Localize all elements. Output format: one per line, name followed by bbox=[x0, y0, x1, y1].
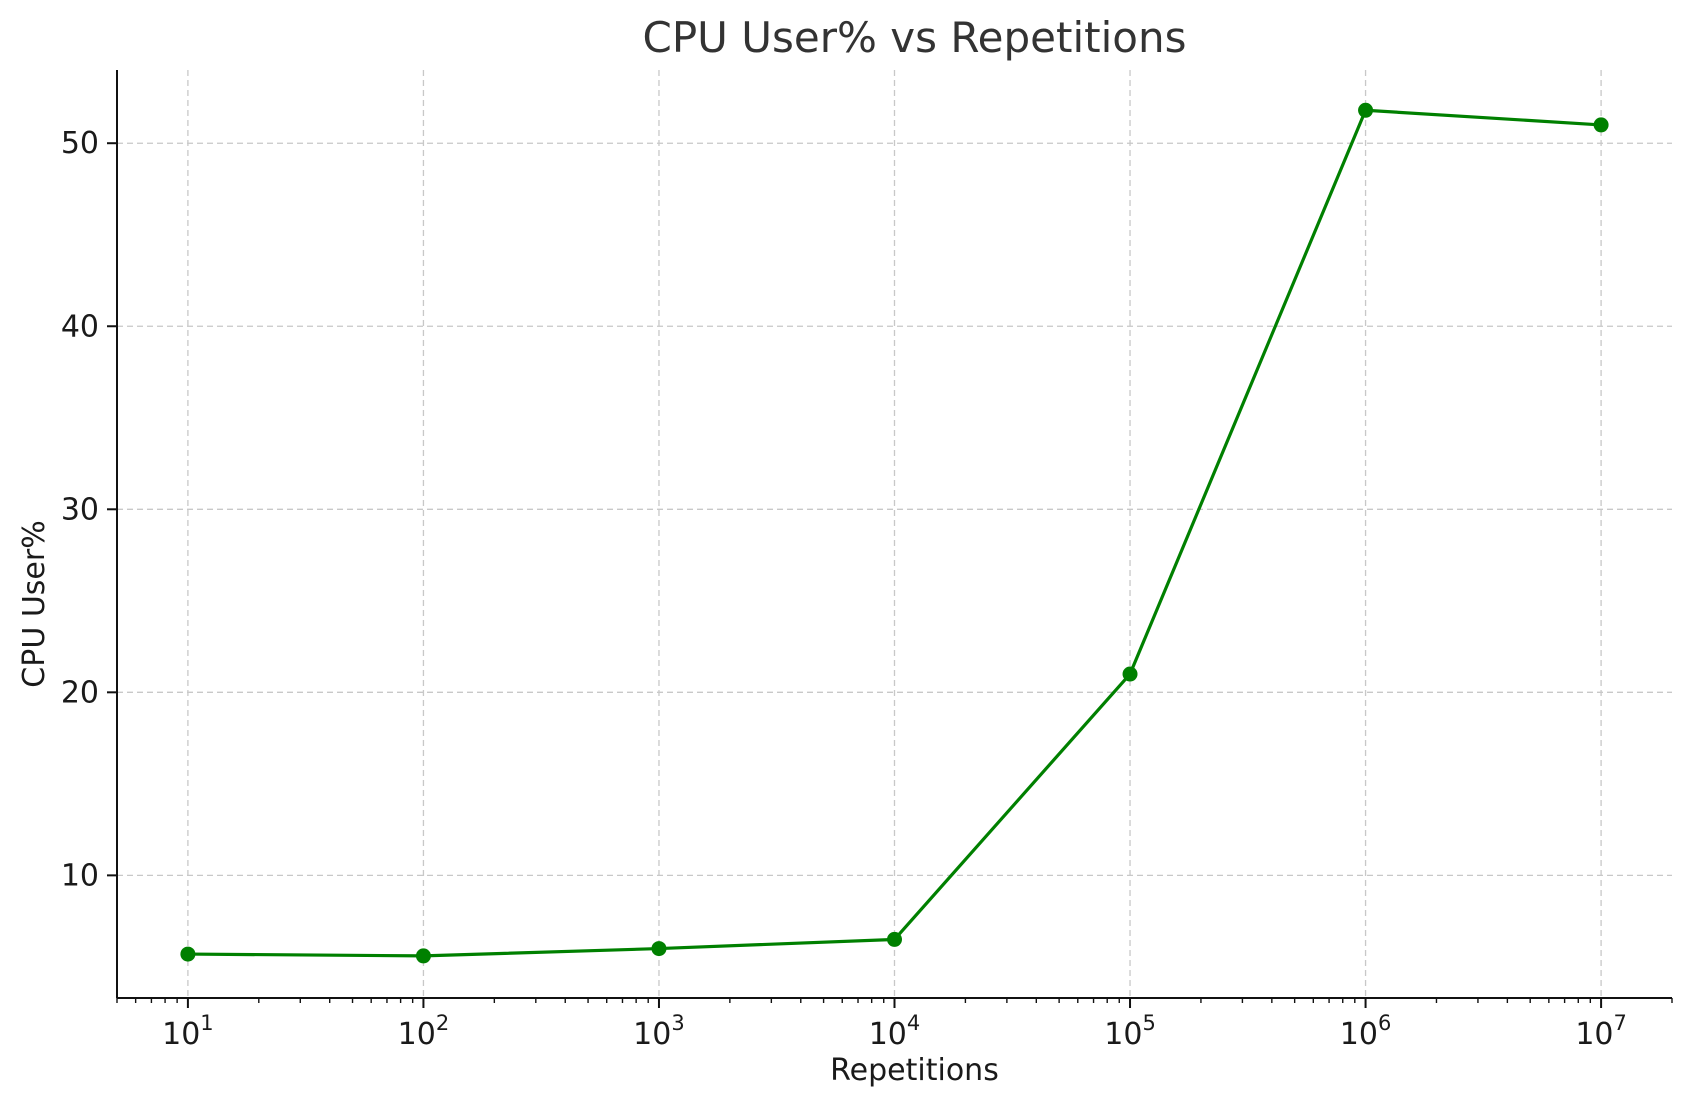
y-tick-label: 50 bbox=[61, 126, 99, 161]
chart-title: CPU User% vs Repetitions bbox=[643, 13, 1187, 62]
y-tick-label: 40 bbox=[61, 309, 99, 344]
x-tick-label-exponent: 1 bbox=[200, 1011, 213, 1035]
x-tick-label: 104 bbox=[869, 1011, 921, 1052]
x-axis-label: Repetitions bbox=[830, 1053, 999, 1088]
y-axis-label: CPU User% bbox=[17, 520, 52, 687]
x-tick-label-base: 10 bbox=[1575, 1017, 1613, 1052]
x-tick-label-exponent: 5 bbox=[1142, 1011, 1155, 1035]
data-point bbox=[1122, 666, 1138, 682]
x-tick-label-exponent: 2 bbox=[436, 1011, 449, 1035]
data-point bbox=[415, 948, 431, 964]
data-point bbox=[180, 946, 196, 962]
x-tick-label-base: 10 bbox=[1340, 1017, 1378, 1052]
x-tick-label-exponent: 7 bbox=[1614, 1011, 1627, 1035]
x-tick-label: 102 bbox=[398, 1011, 450, 1052]
data-point bbox=[887, 931, 902, 947]
x-tick-label: 107 bbox=[1575, 1011, 1627, 1052]
x-tick-label: 101 bbox=[162, 1011, 214, 1052]
y-tick-label: 20 bbox=[61, 675, 99, 710]
x-tick-label-base: 10 bbox=[162, 1017, 200, 1052]
grid bbox=[117, 70, 1672, 998]
data-point bbox=[1593, 117, 1609, 133]
x-tick-label-exponent: 3 bbox=[671, 1011, 684, 1035]
x-tick-label: 103 bbox=[633, 1011, 685, 1052]
x-tick-label-exponent: 4 bbox=[907, 1011, 920, 1035]
y-tick-label: 10 bbox=[61, 858, 99, 893]
data-point bbox=[1358, 102, 1374, 118]
x-tick-label-base: 10 bbox=[869, 1017, 907, 1052]
x-tick-label-exponent: 6 bbox=[1378, 1011, 1391, 1035]
x-tick-label-base: 10 bbox=[398, 1017, 436, 1052]
x-tick-label: 106 bbox=[1340, 1011, 1392, 1052]
x-tick-label: 105 bbox=[1104, 1011, 1156, 1052]
data-point bbox=[651, 941, 667, 957]
y-tick-label: 30 bbox=[61, 492, 99, 527]
x-tick-label-base: 10 bbox=[1104, 1017, 1142, 1052]
x-tick-label-base: 10 bbox=[633, 1017, 671, 1052]
series bbox=[180, 102, 1609, 964]
